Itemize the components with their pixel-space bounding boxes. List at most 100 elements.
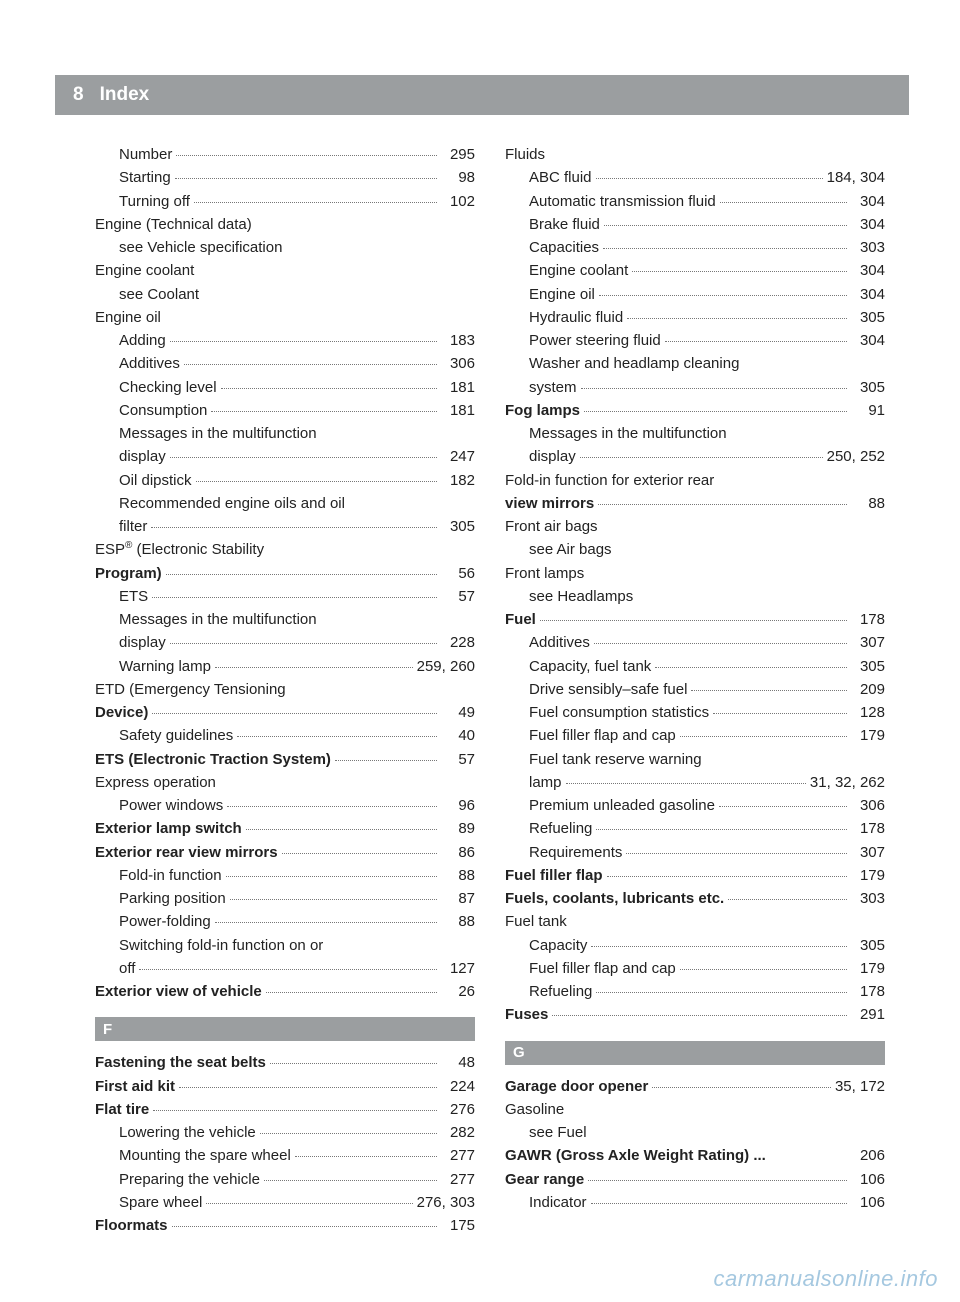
dot-leader xyxy=(552,1015,847,1016)
index-entry-page: 183 xyxy=(441,329,475,352)
watermark: carmanualsonline.info xyxy=(713,1266,938,1292)
dot-leader xyxy=(246,829,437,830)
index-entry-label: Refueling xyxy=(529,980,592,1003)
index-entry: Program) 56 xyxy=(95,562,475,585)
index-entry-page: 282 xyxy=(441,1121,475,1144)
index-entry-page: 48 xyxy=(441,1051,475,1074)
dot-leader xyxy=(221,388,437,389)
index-entry-label: Drive sensibly–safe fuel xyxy=(529,678,687,701)
index-entry: Device)49 xyxy=(95,701,475,724)
index-entry: Checking level181 xyxy=(95,376,475,399)
dot-leader xyxy=(652,1087,831,1088)
index-entry-label: ABC fluid xyxy=(529,166,592,189)
index-columns: Number295Starting98Turning off102Engine … xyxy=(55,115,905,1237)
dot-leader xyxy=(603,248,847,249)
index-entry-page: 305 xyxy=(441,515,475,538)
index-entry-label: Mounting the spare wheel xyxy=(119,1144,291,1167)
index-entry-page: 178 xyxy=(851,608,885,631)
page-number: 8 xyxy=(73,84,84,106)
index-entry: Warning lamp259, 260 xyxy=(95,655,475,678)
index-entry: Exterior lamp switch89 xyxy=(95,817,475,840)
index-entry-label: Garage door opener xyxy=(505,1075,648,1098)
index-entry: Automatic transmission fluid304 xyxy=(505,190,885,213)
index-entry: Gear range106 xyxy=(505,1168,885,1191)
index-entry: Fold-in function88 xyxy=(95,864,475,887)
index-entry-label: Exterior rear view mirrors xyxy=(95,841,278,864)
index-entry: Fastening the seat belts48 xyxy=(95,1051,475,1074)
index-entry: off127 xyxy=(95,957,475,980)
index-entry-page: 56 xyxy=(441,562,475,585)
index-entry-page: 181 xyxy=(441,376,475,399)
index-entry: display247 xyxy=(95,445,475,468)
index-entry-page: 106 xyxy=(851,1191,885,1214)
index-entry: Capacity, fuel tank305 xyxy=(505,655,885,678)
index-entry-label: Engine oil xyxy=(529,283,595,306)
index-entry: Flat tire 276 xyxy=(95,1098,475,1121)
index-entry-label: Requirements xyxy=(529,841,622,864)
dot-leader xyxy=(170,643,437,644)
index-entry-label: Lowering the vehicle xyxy=(119,1121,256,1144)
dot-leader xyxy=(152,597,437,598)
index-entry: Messages in the multifunction xyxy=(95,608,475,631)
index-entry: Fuel filler flap and cap179 xyxy=(505,957,885,980)
index-entry: system305 xyxy=(505,376,885,399)
index-entry-label: Floormats xyxy=(95,1214,168,1237)
index-entry: Safety guidelines40 xyxy=(95,724,475,747)
index-entry-label: view mirrors xyxy=(505,492,594,515)
page-title: Index xyxy=(100,84,150,106)
dot-leader xyxy=(282,853,437,854)
index-entry: Power steering fluid304 xyxy=(505,329,885,352)
index-entry: Mounting the spare wheel277 xyxy=(95,1144,475,1167)
index-entry: Consumption181 xyxy=(95,399,475,422)
index-entry-page: 276 xyxy=(441,1098,475,1121)
index-entry-page: 247 xyxy=(441,445,475,468)
index-entry: Garage door opener35, 172 xyxy=(505,1075,885,1098)
index-entry-page: 128 xyxy=(851,701,885,724)
index-entry: see Vehicle specification xyxy=(95,236,475,259)
dot-leader xyxy=(139,969,437,970)
index-entry-label: Flat tire xyxy=(95,1098,149,1121)
dot-leader xyxy=(335,760,437,761)
index-entry-label: Brake fluid xyxy=(529,213,600,236)
index-entry-label: Fuel consumption statistics xyxy=(529,701,709,724)
dot-leader xyxy=(175,178,437,179)
index-entry-label: Indicator xyxy=(529,1191,587,1214)
dot-leader xyxy=(215,922,437,923)
index-entry: Fog lamps91 xyxy=(505,399,885,422)
index-entry-page: 88 xyxy=(441,910,475,933)
index-entry-page: 106 xyxy=(851,1168,885,1191)
index-entry-label: Fuses xyxy=(505,1003,548,1026)
index-entry: Requirements307 xyxy=(505,841,885,864)
index-entry: Turning off102 xyxy=(95,190,475,213)
dot-leader xyxy=(599,295,847,296)
index-entry: ETD (Emergency Tensioning xyxy=(95,678,475,701)
dot-leader xyxy=(691,690,847,691)
index-entry-page: 305 xyxy=(851,934,885,957)
index-entry-label: display xyxy=(529,445,576,468)
index-entry: GAWR (Gross Axle Weight Rating) ...206 xyxy=(505,1144,885,1167)
index-entry-label: Consumption xyxy=(119,399,207,422)
index-entry-page: 304 xyxy=(851,259,885,282)
index-entry-page: 209 xyxy=(851,678,885,701)
dot-leader xyxy=(713,713,847,714)
index-entry: Power windows96 xyxy=(95,794,475,817)
index-entry: see Air bags xyxy=(505,538,885,561)
dot-leader xyxy=(170,457,437,458)
index-entry-page: 175 xyxy=(441,1214,475,1237)
dot-leader xyxy=(540,620,847,621)
dot-leader xyxy=(596,992,847,993)
dot-leader xyxy=(153,1110,437,1111)
index-entry: Exterior view of vehicle26 xyxy=(95,980,475,1003)
dot-leader xyxy=(170,341,437,342)
index-entry-page: 305 xyxy=(851,655,885,678)
index-entry: ABC fluid184, 304 xyxy=(505,166,885,189)
index-entry: Additives307 xyxy=(505,631,885,654)
index-entry-label: Capacity xyxy=(529,934,587,957)
index-entry: see Fuel xyxy=(505,1121,885,1144)
index-entry-label: Program) xyxy=(95,562,162,585)
index-entry: ESP® (Electronic Stability xyxy=(95,538,475,561)
index-entry: Front lamps xyxy=(505,562,885,585)
index-entry: Messages in the multifunction xyxy=(95,422,475,445)
index-entry-label: Fuel xyxy=(505,608,536,631)
index-entry: Fuels, coolants, lubricants etc.303 xyxy=(505,887,885,910)
